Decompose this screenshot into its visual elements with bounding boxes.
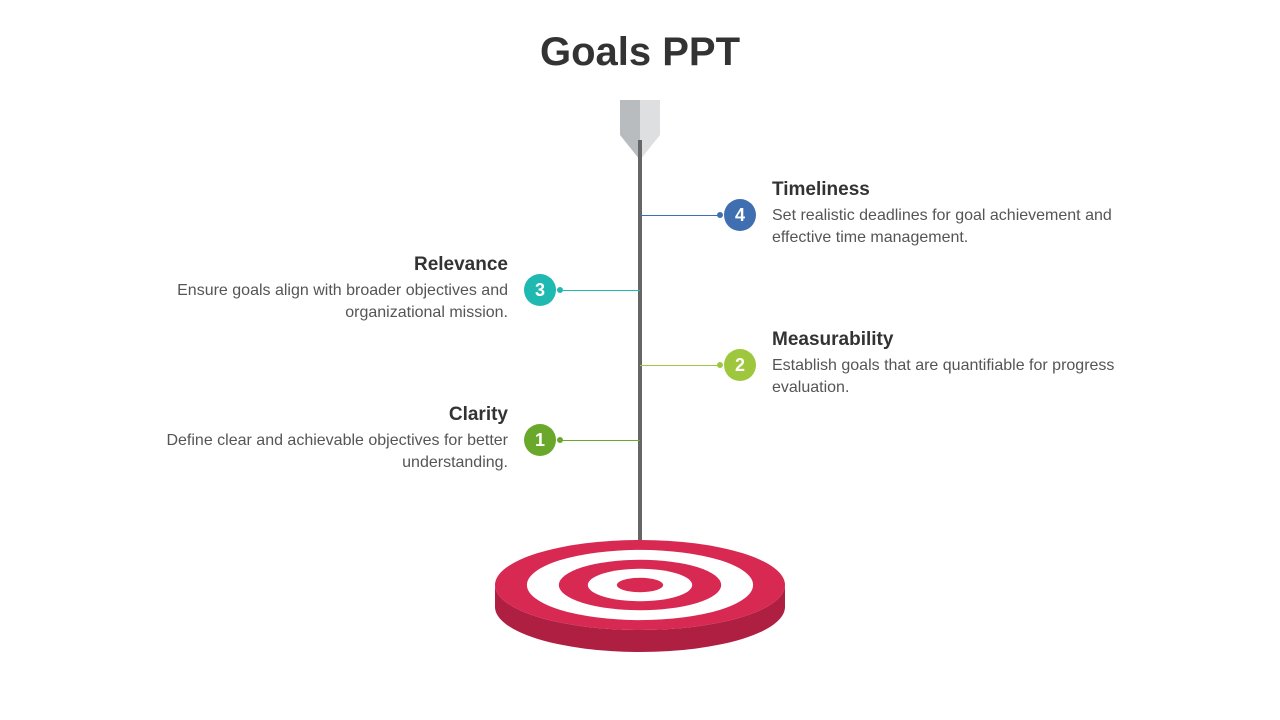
item-desc-3: Ensure goals align with broader objectiv… [148,280,508,323]
connector-1 [560,440,640,441]
connector-2 [640,365,720,366]
item-title-3: Relevance [128,254,508,276]
step-badge-4: 4 [724,199,756,231]
item-desc-2: Establish goals that are quantifiable fo… [772,355,1132,398]
item-title-4: Timeliness [772,179,1152,201]
item-desc-1: Define clear and achievable objectives f… [148,430,508,473]
item-desc-4: Set realistic deadlines for goal achieve… [772,205,1132,248]
connector-end-1 [557,437,563,443]
step-badge-3: 3 [524,274,556,306]
target-bullseye [440,520,840,700]
connector-end-4 [717,212,723,218]
item-title-1: Clarity [128,404,508,426]
connector-4 [640,215,720,216]
page-title: Goals PPT [0,30,1280,75]
step-badge-1: 1 [524,424,556,456]
connector-end-3 [557,287,563,293]
connector-end-2 [717,362,723,368]
connector-3 [560,290,640,291]
step-badge-2: 2 [724,349,756,381]
item-title-2: Measurability [772,329,1152,351]
